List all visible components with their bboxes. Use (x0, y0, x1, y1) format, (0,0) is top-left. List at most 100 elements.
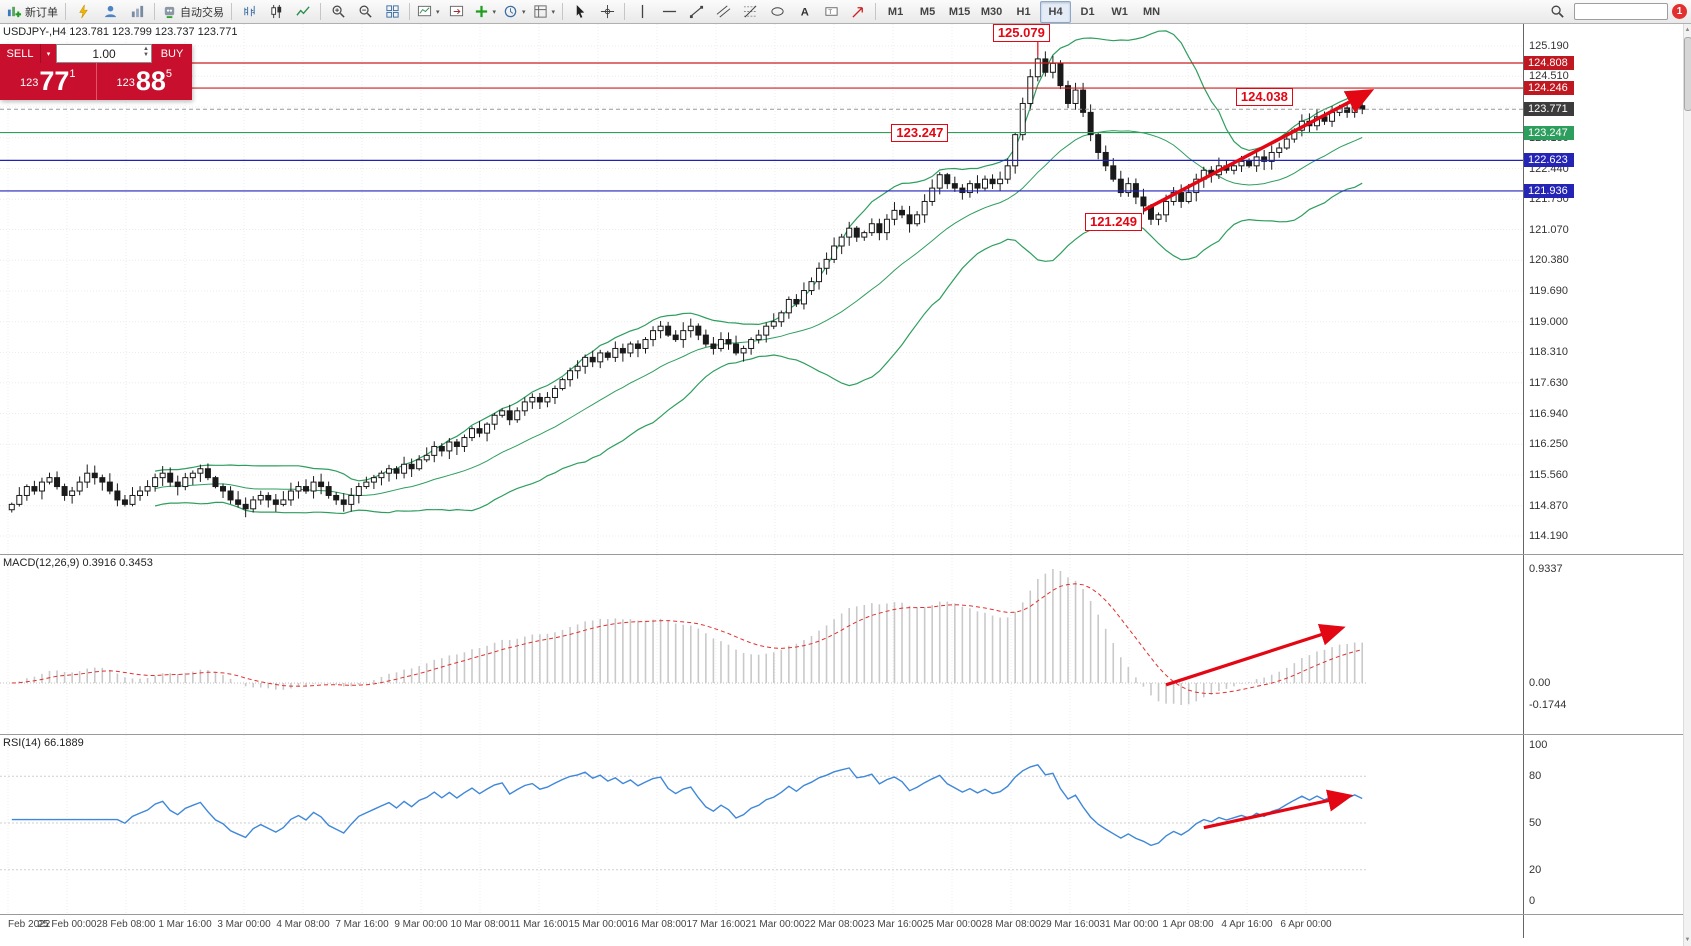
timeframe-m5[interactable]: M5 (919, 5, 936, 18)
rsi-axis-label: 20 (1529, 863, 1542, 876)
periods-button[interactable]: ▾ (500, 1, 529, 23)
profiles-button[interactable] (97, 1, 123, 23)
time-axis-label: 29 Mar 16:00 (1040, 919, 1100, 930)
price-tag: 122.623 (1524, 153, 1574, 168)
search-input[interactable] (1574, 3, 1668, 20)
scroll-down-icon[interactable]: ▼ (1684, 937, 1691, 943)
timeframe-h1[interactable]: H1 (1016, 5, 1031, 18)
templates-button[interactable]: ▾ (530, 1, 559, 23)
separator (154, 3, 155, 20)
rsi-axis-label: 80 (1529, 770, 1542, 783)
ellipse-icon (770, 7, 784, 16)
time-axis-label: 4 Apr 16:00 (1221, 919, 1273, 930)
separator (409, 3, 410, 20)
volume-stepper[interactable]: ▲ ▼ (143, 46, 149, 58)
price-axis-label: 118.310 (1529, 346, 1568, 359)
zoom-in-button[interactable] (325, 1, 351, 23)
price-chart-area[interactable]: USDJPY-,H4 123.781 123.799 123.737 123.7… (0, 24, 1523, 554)
time-axis-label: 31 Mar 00:00 (1099, 919, 1159, 930)
one-click-trading-panel: SELL ▾ 1.00 ▲ ▼ BUY 123 77 1 123 88 5 (0, 44, 192, 100)
macd-canvas[interactable] (0, 555, 1523, 734)
macd-axis[interactable]: 0.9337 0.00 -0.1744 (1523, 555, 1683, 734)
timeframe-m1[interactable]: M1 (887, 5, 904, 18)
new-chart-button[interactable]: ▾ (414, 1, 443, 23)
horizontal-line-tool[interactable] (656, 1, 682, 23)
market-watch-button[interactable] (124, 1, 150, 23)
fibonacci-tool[interactable] (737, 1, 763, 23)
equidistant-channel-icon (716, 5, 730, 18)
text-label-tool[interactable]: T (818, 1, 844, 23)
macd-trend-arrow (1165, 623, 1346, 687)
line-chart-icon (295, 6, 310, 16)
indicators-button[interactable]: ▾ (471, 1, 500, 23)
notification-badge[interactable]: 1 (1672, 4, 1687, 19)
timeframe-mn[interactable]: MN (1143, 5, 1161, 18)
buy-label[interactable]: BUY (152, 44, 192, 63)
ellipse-tool[interactable] (764, 1, 790, 23)
price-annotation[interactable]: 124.038 (1235, 88, 1293, 107)
step-down-icon[interactable]: ▼ (143, 52, 149, 58)
zoom-out-button[interactable] (352, 1, 378, 23)
sell-label[interactable]: SELL (0, 44, 40, 63)
price-chart-canvas[interactable] (0, 24, 1523, 554)
macd-axis-label: -0.1744 (1529, 699, 1567, 711)
time-axis-label: 28 Mar 08:00 (981, 919, 1041, 930)
macd-panel: MACD(12,26,9) 0.3916 0.3453 0.9337 0.00 -0… (0, 554, 1683, 734)
svg-text:A: A (800, 6, 808, 18)
bar-chart-button[interactable] (236, 1, 262, 23)
arrow-tool[interactable] (845, 1, 871, 23)
buy-button[interactable]: 123 88 5 (116, 66, 173, 96)
macd-axis-label: 0.00 (1529, 677, 1551, 689)
price-tag: 124.808 (1524, 56, 1574, 71)
sell-button[interactable]: 123 77 1 (0, 63, 97, 100)
tile-windows-button[interactable] (379, 1, 405, 23)
channel-tool[interactable] (710, 1, 736, 23)
scrollbar-thumb[interactable] (1684, 37, 1691, 111)
quotes-icon (131, 5, 143, 18)
price-annotation[interactable]: 125.079 (992, 24, 1050, 42)
main-toolbar: 新订单 自动交易 ▾ ▾ ▾ ▾ A T M1 M5 M15 M30 H1 H4… (0, 0, 1691, 24)
rsi-trend-arrow (1203, 789, 1354, 830)
trade-panel-dropdown[interactable]: ▾ (40, 44, 56, 63)
timeframe-m15[interactable]: M15 (948, 5, 971, 18)
auto-trading-icon (164, 6, 175, 19)
rsi-chart-area[interactable]: RSI(14) 66.1889 (0, 735, 1523, 914)
trendline-tool[interactable] (683, 1, 709, 23)
step-up-icon[interactable]: ▲ (143, 46, 149, 52)
alerts-button[interactable] (70, 1, 96, 23)
candlestick-chart-button[interactable] (263, 1, 289, 23)
search-button[interactable] (1544, 1, 1570, 23)
time-axis-label: 16 Mar 08:00 (627, 919, 687, 930)
timeframe-h4[interactable]: H4 (1040, 0, 1072, 23)
trendline-icon (689, 5, 703, 19)
time-axis[interactable]: Feb 2022 25 Feb 00:00 28 Feb 08:00 1 Mar 16… (0, 915, 1523, 938)
chart-shift-button[interactable] (444, 1, 470, 23)
rsi-axis[interactable]: 100 80 50 20 0 (1523, 735, 1683, 914)
timeframe-m30[interactable]: M30 (980, 5, 1003, 18)
time-axis-label: 4 Mar 08:00 (276, 919, 330, 930)
cursor-tool-button[interactable] (567, 1, 593, 23)
timeframe-w1[interactable]: W1 (1111, 5, 1128, 18)
rsi-canvas[interactable] (0, 735, 1523, 914)
price-annotation[interactable]: 121.249 (1084, 212, 1142, 231)
fibonacci-icon (743, 5, 757, 18)
vertical-scrollbar[interactable]: ▲ ▼ (1683, 24, 1691, 946)
timeframe-d1[interactable]: D1 (1080, 5, 1095, 18)
separator (875, 3, 877, 20)
price-annotation[interactable]: 123.247 (891, 123, 949, 142)
crosshair-tool-button[interactable] (594, 1, 620, 23)
time-axis-label: Feb 2022 (8, 919, 51, 930)
candlestick-chart-icon (270, 4, 281, 19)
time-axis-label: 15 Mar 00:00 (568, 919, 628, 930)
chevron-down-icon: ▾ (436, 8, 440, 16)
separator (624, 3, 626, 20)
auto-trading-button[interactable]: 自动交易 (159, 1, 227, 23)
macd-chart-area[interactable]: MACD(12,26,9) 0.3916 0.3453 (0, 555, 1523, 734)
line-chart-button[interactable] (290, 1, 316, 23)
vertical-line-tool[interactable] (629, 1, 655, 23)
volume-input[interactable]: 1.00 ▲ ▼ (56, 44, 152, 63)
price-axis[interactable]: 125.190124.510123.820123.130122.440121.7… (1523, 24, 1683, 554)
new-order-button[interactable]: 新订单 (4, 1, 61, 23)
scroll-up-icon[interactable]: ▲ (1684, 27, 1691, 33)
text-tool[interactable]: A (791, 1, 817, 23)
